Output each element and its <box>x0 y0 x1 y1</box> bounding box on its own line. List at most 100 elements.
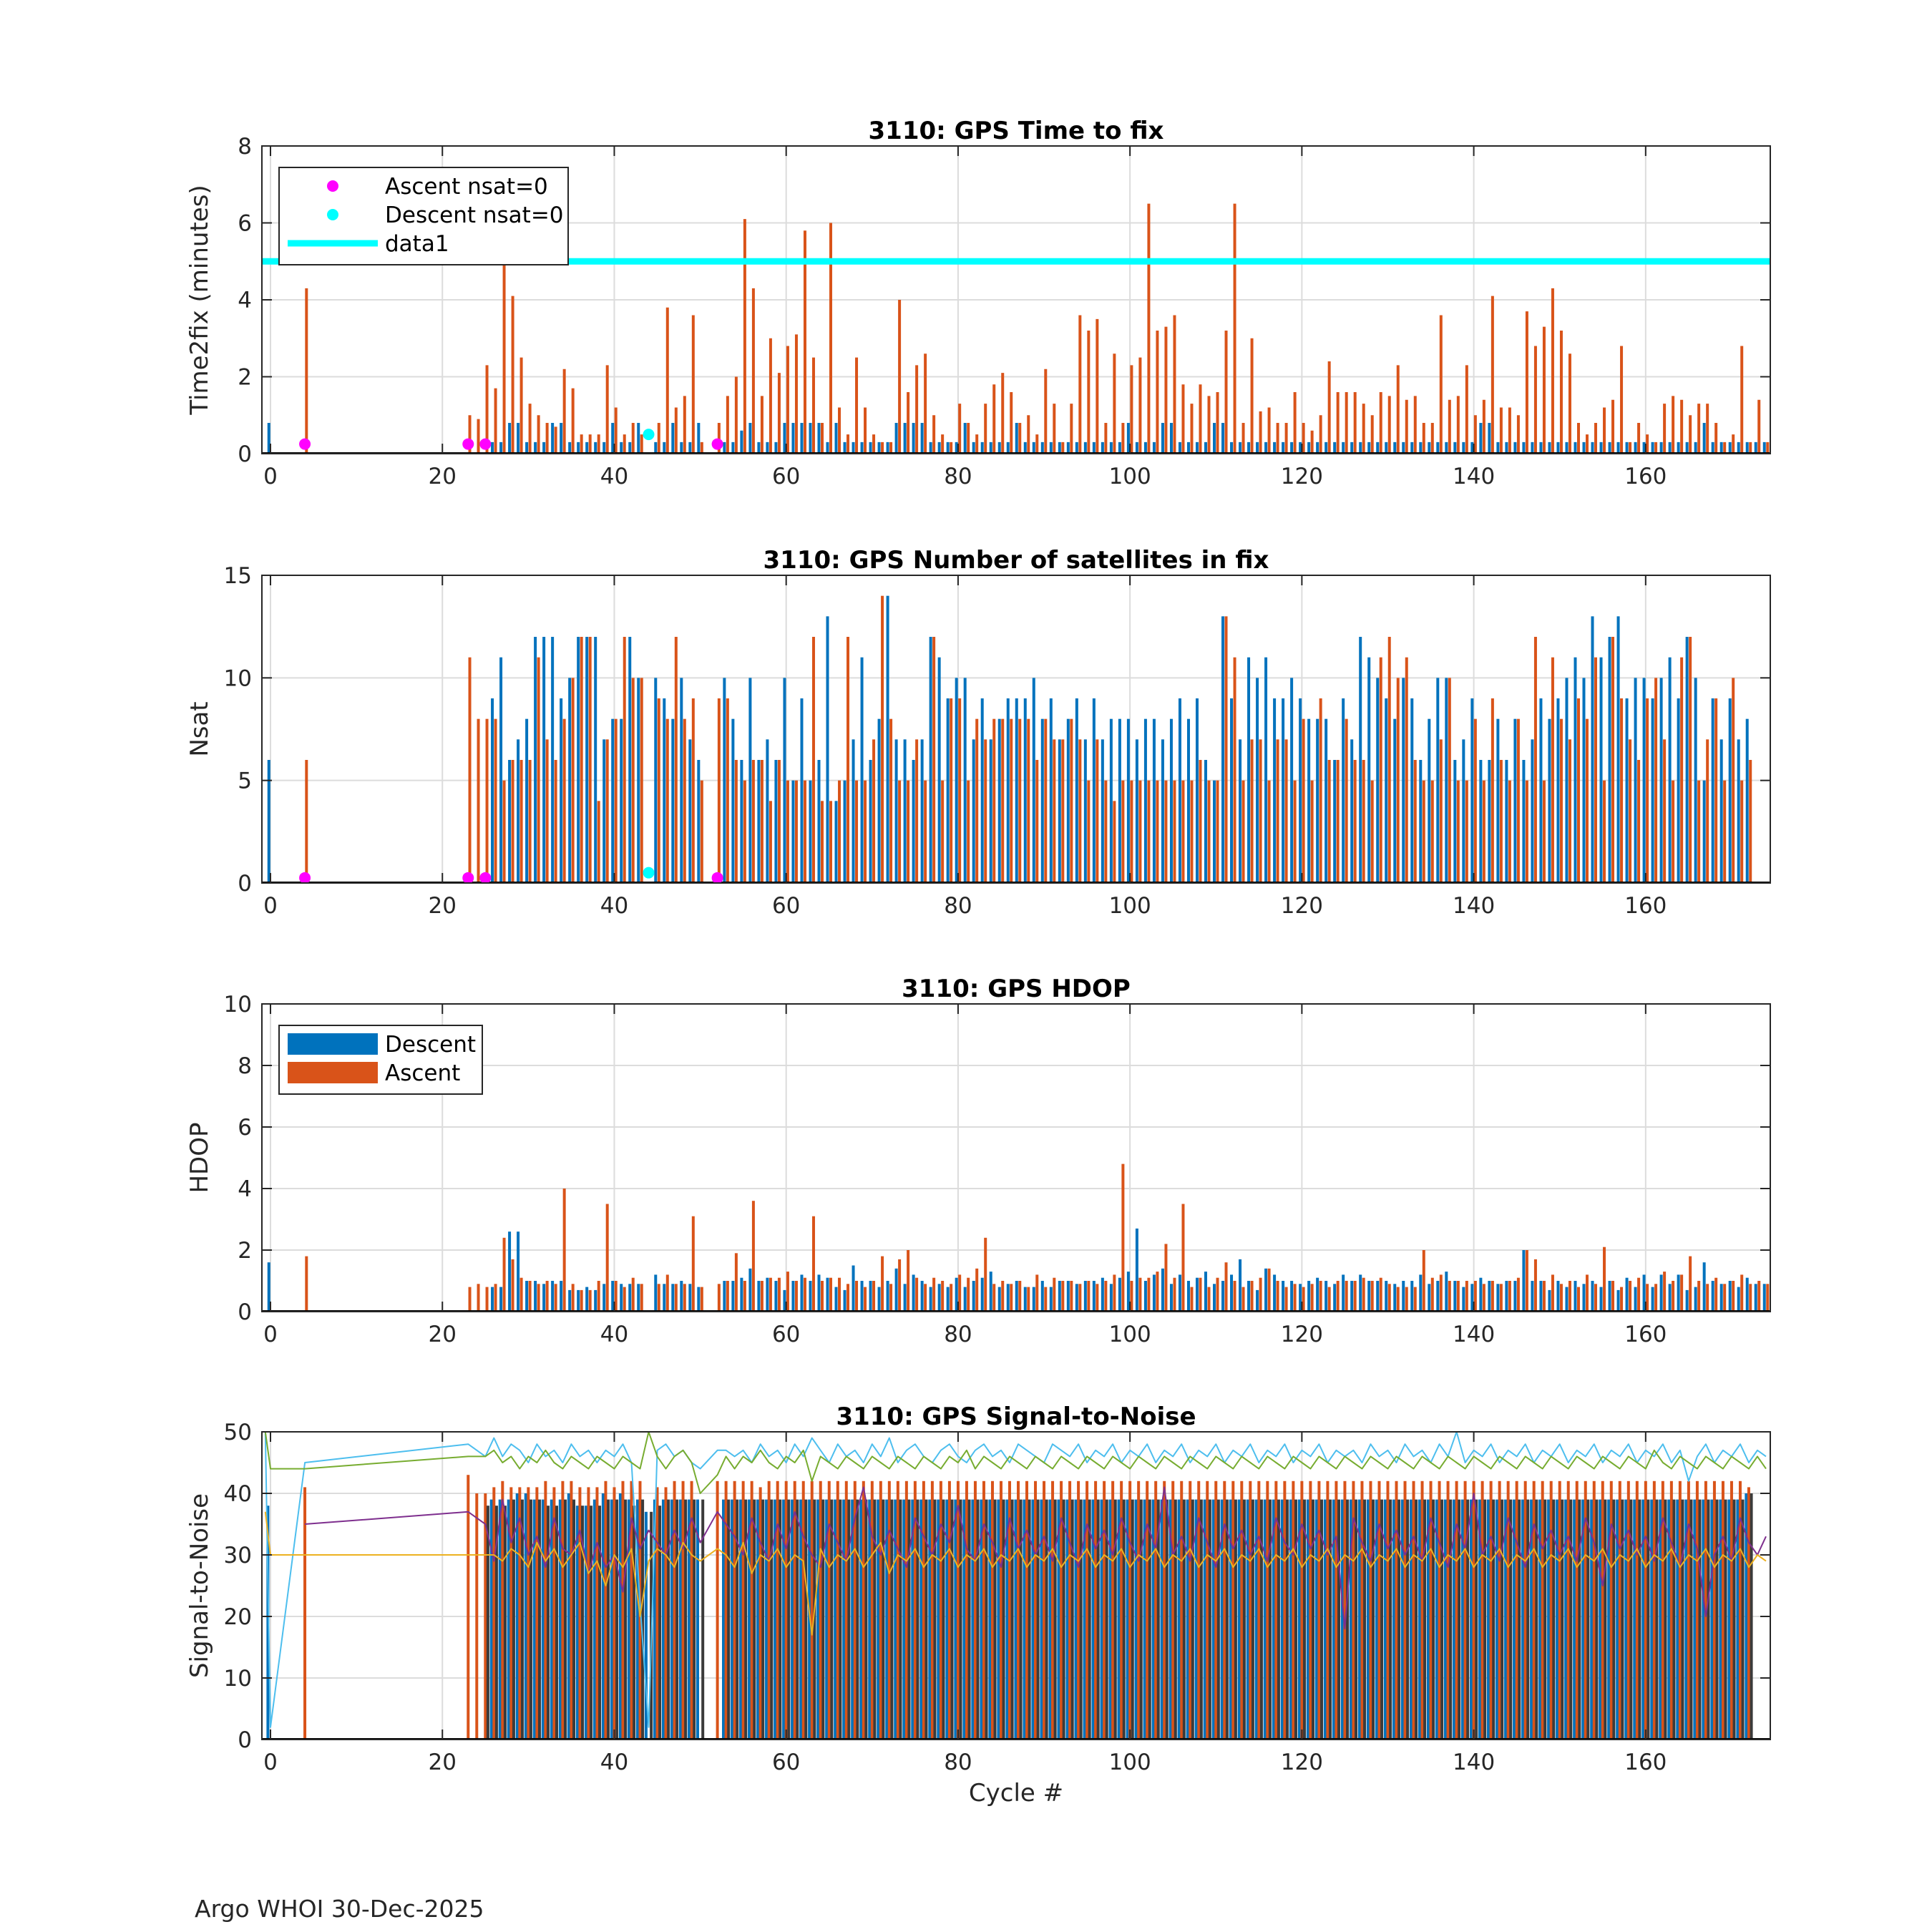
bar-descent <box>826 616 829 883</box>
bar-ascent <box>820 1281 824 1312</box>
bar-ascent <box>1405 1287 1408 1312</box>
y-tick-label: 10 <box>224 665 252 691</box>
bar-ascent <box>743 219 746 454</box>
bar-ascent <box>1224 1262 1228 1312</box>
bar-descent <box>1505 760 1508 883</box>
bar-ascent <box>803 780 806 883</box>
bar-ascent <box>769 1277 772 1312</box>
bar-descent <box>1289 1499 1292 1740</box>
bar-gray <box>985 1499 988 1740</box>
y-tick-label: 5 <box>238 769 252 794</box>
bar-descent <box>1531 739 1534 883</box>
bar-gray <box>1458 1499 1461 1740</box>
bar-ascent <box>1609 1480 1613 1740</box>
bar-descent <box>1367 441 1371 454</box>
bar-gray <box>882 1499 885 1740</box>
bar-gray <box>1148 1499 1151 1740</box>
bar-ascent <box>793 1480 796 1740</box>
y-tick-label: 8 <box>238 134 252 160</box>
bar-descent <box>1677 1274 1680 1312</box>
bar-descent <box>1659 1499 1662 1740</box>
bar-gray <box>1569 1499 1573 1740</box>
bar-descent <box>577 441 580 454</box>
bar-descent <box>1711 441 1714 454</box>
bar-descent <box>1083 1281 1087 1312</box>
bar-ascent <box>1472 1480 1475 1740</box>
bar-descent <box>1117 1499 1121 1740</box>
bar-descent <box>620 441 623 454</box>
bar-ascent <box>1723 780 1727 883</box>
bar-ascent <box>810 1480 814 1740</box>
bar-ascent <box>1542 780 1546 883</box>
bar-descent <box>1101 1277 1104 1312</box>
bar-ascent <box>655 1487 659 1740</box>
bar-ascent <box>580 434 583 454</box>
bar-descent <box>1393 441 1397 454</box>
bar-ascent <box>1027 415 1030 454</box>
bar-descent <box>1015 1281 1018 1312</box>
bar-ascent <box>1370 1281 1374 1312</box>
bar-descent <box>1651 698 1654 883</box>
bar-ascent <box>1473 1281 1477 1312</box>
bar-ascent <box>1224 616 1228 883</box>
bar-ascent <box>1001 1281 1005 1312</box>
x-tick-label: 40 <box>600 893 628 919</box>
bar-descent <box>963 1287 967 1312</box>
bar-descent <box>1419 1274 1423 1312</box>
bar-ascent <box>1559 718 1563 883</box>
marker-ascent-nsat0 <box>479 438 492 450</box>
bar-descent <box>920 739 924 883</box>
bar-ascent <box>691 698 695 883</box>
bar-ascent <box>811 637 815 883</box>
bar-ascent <box>1594 1284 1598 1312</box>
bar-ascent <box>750 1480 753 1740</box>
x-tick-label: 140 <box>1453 1322 1495 1347</box>
bar-descent <box>1488 760 1491 883</box>
bar-descent <box>541 1499 545 1740</box>
bar-descent <box>1642 1274 1646 1312</box>
bar-descent <box>1066 1281 1070 1312</box>
bar-descent <box>551 637 555 883</box>
bar-descent <box>1075 1284 1078 1312</box>
marker-ascent-nsat0 <box>299 438 311 450</box>
bar-ascent <box>898 780 902 883</box>
x-tick-label: 100 <box>1109 1322 1151 1347</box>
bar-gray <box>1320 1499 1324 1740</box>
bar-descent <box>809 423 812 454</box>
bar-ascent <box>1601 1480 1604 1740</box>
bar-gray <box>1355 1499 1358 1740</box>
bar-descent <box>680 441 683 454</box>
bar-ascent <box>502 1237 506 1312</box>
bar-descent <box>955 441 958 454</box>
bar-ascent <box>588 434 592 454</box>
chart-title: 3110: GPS HDOP <box>902 975 1131 1003</box>
bar-ascent <box>537 657 540 883</box>
bar-descent <box>1254 1499 1258 1740</box>
bar-gray <box>847 1499 851 1740</box>
y-tick-label: 6 <box>238 211 252 237</box>
bar-descent <box>534 441 537 454</box>
bar-ascent <box>1635 1480 1639 1740</box>
bar-descent <box>491 698 494 883</box>
bar-descent <box>1625 1277 1629 1312</box>
bar-ascent <box>1173 315 1176 454</box>
bar-descent <box>602 441 606 454</box>
bar-descent <box>560 1281 563 1312</box>
bar-descent <box>1393 718 1397 883</box>
bar-gray <box>1277 1499 1280 1740</box>
bar-ascent <box>1044 718 1048 883</box>
bar-ascent <box>605 739 609 883</box>
bar-ascent <box>1533 346 1537 454</box>
bar-descent <box>661 1499 665 1740</box>
bar-descent <box>1178 441 1181 454</box>
x-tick-label: 140 <box>1453 464 1495 489</box>
bar-descent <box>1445 1272 1448 1312</box>
bar-ascent <box>1749 760 1752 883</box>
bar-gray <box>933 1499 937 1740</box>
bar-ascent <box>1542 326 1546 454</box>
bar-descent <box>1359 637 1362 883</box>
bar-ascent <box>1379 1277 1382 1312</box>
bar-ascent <box>509 1487 513 1740</box>
bar-ascent <box>535 1487 539 1740</box>
bar-ascent <box>1310 430 1314 454</box>
